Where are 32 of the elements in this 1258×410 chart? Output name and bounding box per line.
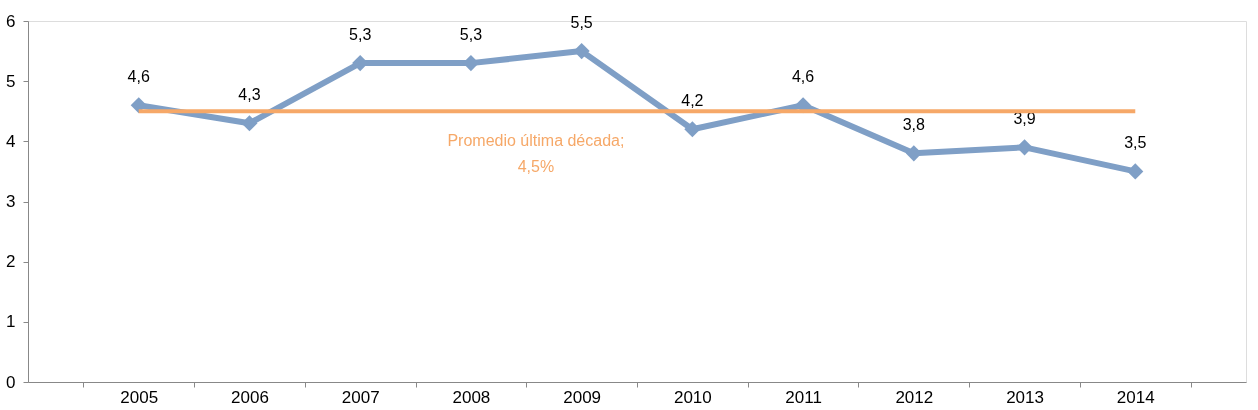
point bbox=[241, 115, 258, 132]
x-tick-label: 2010 bbox=[673, 387, 712, 407]
x-tick-label: 2013 bbox=[1006, 387, 1044, 407]
data-label: 5,3 bbox=[349, 26, 372, 44]
y-tick-label: 1 bbox=[6, 312, 16, 332]
data-label: 5,3 bbox=[459, 26, 483, 44]
x-tick-label: 2009 bbox=[563, 387, 602, 407]
data-label: 4,6 bbox=[127, 68, 150, 86]
y-tick-label: 2 bbox=[6, 252, 16, 272]
data-label: 5,5 bbox=[570, 14, 593, 32]
x-tick-label: 2007 bbox=[341, 387, 380, 407]
x-tick-label: 2008 bbox=[452, 387, 491, 407]
point bbox=[130, 97, 147, 114]
y-tick-label: 0 bbox=[6, 372, 16, 392]
data-label: 4,6 bbox=[791, 68, 815, 86]
y-tick-label: 3 bbox=[6, 192, 16, 211]
x-tick-label: 2006 bbox=[231, 387, 269, 407]
point bbox=[684, 121, 701, 138]
data-label: 3,5 bbox=[1124, 134, 1147, 152]
x-tick-label: 2014 bbox=[1116, 387, 1155, 407]
x-tick-label: 2012 bbox=[895, 387, 934, 407]
point bbox=[573, 43, 590, 60]
y-tick-label: 5 bbox=[6, 71, 16, 91]
ref-line-label: Promedio última década; 4,5% bbox=[447, 132, 625, 176]
x-tick-label: 2011 bbox=[785, 387, 822, 407]
data-label: 4,3 bbox=[238, 86, 261, 104]
y-tick-label: 6 bbox=[6, 11, 16, 31]
data-label: 4,2 bbox=[681, 92, 704, 110]
x-tick-label: 2005 bbox=[120, 387, 159, 407]
point bbox=[1127, 163, 1144, 180]
data-label: 3,8 bbox=[902, 116, 926, 134]
y-tick-label: 4 bbox=[6, 131, 16, 151]
